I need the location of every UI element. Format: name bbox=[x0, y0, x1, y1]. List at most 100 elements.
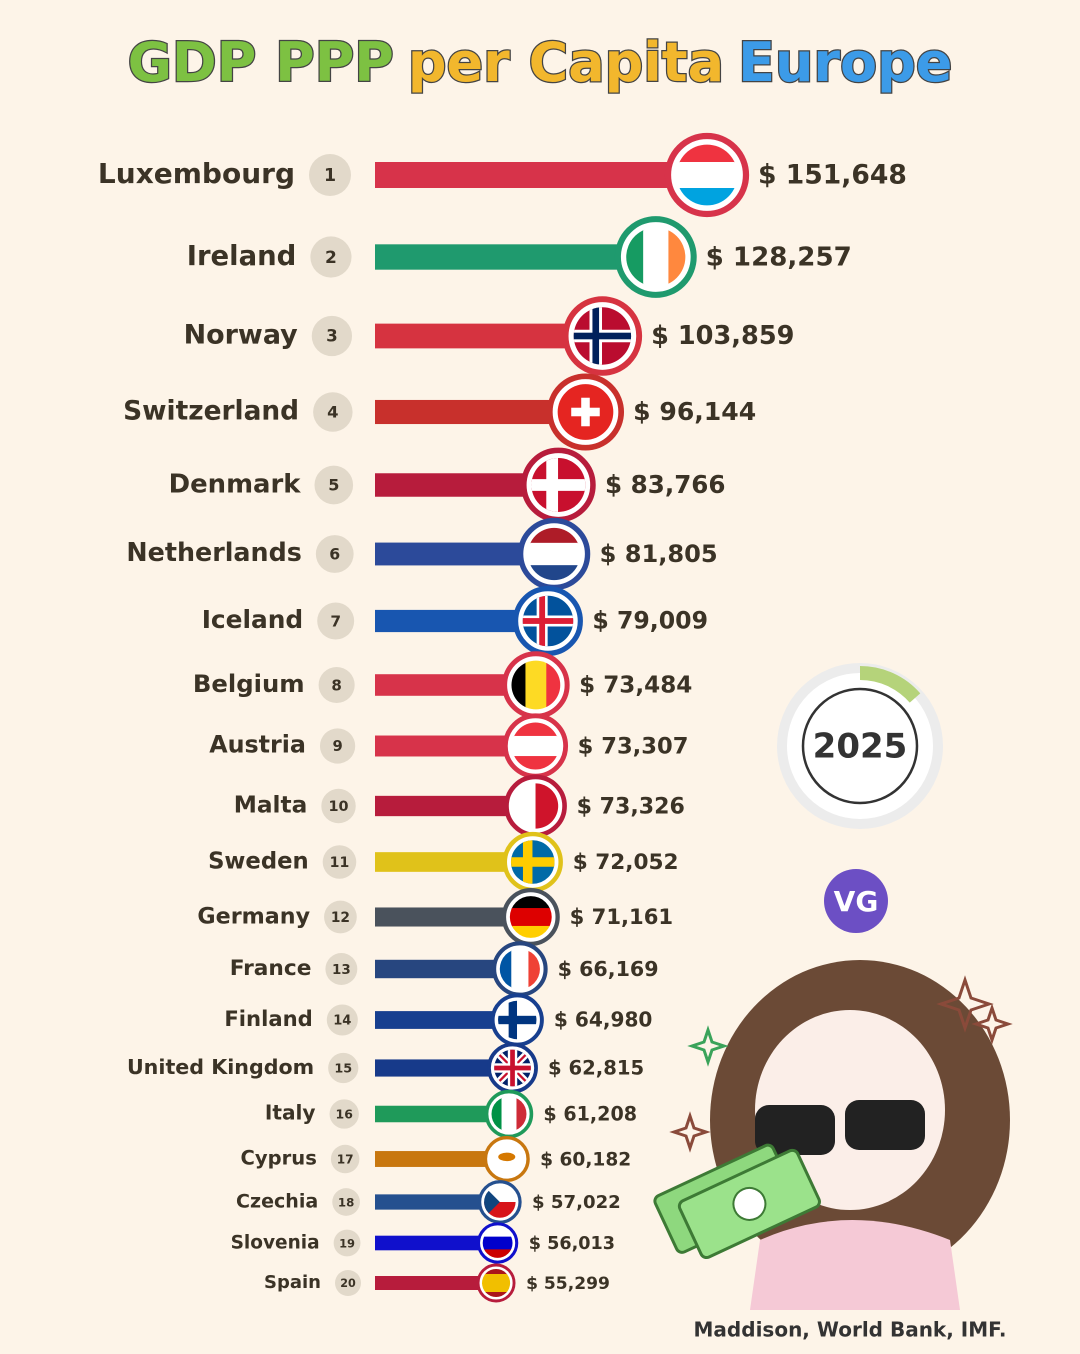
rank-label: 12 bbox=[331, 910, 350, 926]
country-label: Austria bbox=[209, 731, 306, 759]
flag-part bbox=[482, 1292, 511, 1298]
flag-body bbox=[531, 458, 586, 512]
country-label: Ireland bbox=[187, 241, 297, 272]
flag-part bbox=[668, 227, 686, 287]
rank-badge bbox=[328, 1052, 359, 1084]
bar bbox=[375, 907, 531, 927]
title-part: GDP PPP bbox=[128, 31, 394, 94]
illustration bbox=[653, 960, 1013, 1310]
flag-body bbox=[511, 660, 561, 710]
rank-label: 18 bbox=[338, 1196, 354, 1210]
rank-label: 4 bbox=[327, 403, 338, 422]
flag-part bbox=[528, 948, 540, 990]
bar bbox=[375, 1151, 507, 1167]
flag-part bbox=[509, 896, 552, 910]
sparkle bbox=[971, 1003, 1013, 1045]
flag bbox=[490, 993, 544, 1047]
country-label: Cyprus bbox=[241, 1147, 317, 1170]
rank-label: 2 bbox=[325, 248, 337, 268]
value-label: $ 83,766 bbox=[605, 470, 726, 499]
flag-part bbox=[498, 1152, 516, 1162]
value-label: $ 73,484 bbox=[579, 673, 692, 699]
money bbox=[653, 1143, 821, 1260]
rank-badge bbox=[333, 1229, 361, 1257]
country-label: Czechia bbox=[236, 1191, 318, 1213]
flag-part bbox=[676, 162, 738, 189]
rank-label: 6 bbox=[329, 545, 340, 564]
rank-label: 5 bbox=[328, 476, 339, 495]
year: 2025 bbox=[813, 727, 908, 767]
flag-body bbox=[527, 527, 581, 581]
bar bbox=[375, 852, 533, 872]
flag-part bbox=[511, 735, 560, 758]
sparkle bbox=[687, 1025, 729, 1067]
value-label: $ 66,169 bbox=[558, 957, 659, 981]
bar bbox=[375, 1235, 498, 1251]
flag bbox=[476, 1263, 516, 1303]
flag bbox=[502, 651, 570, 719]
rank-badge bbox=[317, 602, 355, 640]
country-label: Italy bbox=[265, 1101, 316, 1125]
flag-part bbox=[494, 1065, 531, 1071]
dress bbox=[750, 1220, 960, 1310]
flag-part bbox=[527, 565, 581, 581]
source: Maddison, World Bank, IMF. bbox=[694, 1318, 1007, 1342]
flag bbox=[546, 373, 625, 451]
flag-body bbox=[482, 1268, 511, 1298]
rank-label: 9 bbox=[332, 738, 342, 755]
rank-badge bbox=[326, 1004, 358, 1036]
rank-label: 3 bbox=[326, 326, 338, 346]
country-label: Germany bbox=[197, 904, 310, 930]
rank-badge bbox=[313, 392, 353, 432]
flag bbox=[501, 888, 560, 946]
rank-label: 17 bbox=[337, 1153, 354, 1167]
rank-label: 16 bbox=[336, 1107, 353, 1122]
flag-part bbox=[573, 332, 632, 340]
value-label: $ 72,052 bbox=[573, 850, 679, 875]
rank-badge bbox=[314, 465, 354, 505]
flag-part bbox=[512, 783, 537, 829]
value-label: $ 64,980 bbox=[554, 1008, 653, 1032]
value-label: $ 151,648 bbox=[758, 160, 907, 191]
flag bbox=[562, 296, 643, 376]
country-label: Malta bbox=[234, 792, 308, 819]
bar bbox=[375, 609, 548, 633]
bar bbox=[375, 1276, 497, 1290]
logo-badge: VG bbox=[824, 869, 888, 933]
flag-part bbox=[511, 722, 560, 737]
flag-part bbox=[676, 188, 738, 206]
country-label: Norway bbox=[184, 320, 299, 351]
flag-body bbox=[512, 783, 559, 829]
flag bbox=[502, 831, 563, 893]
sparkle bbox=[936, 975, 994, 1033]
bar bbox=[375, 959, 520, 979]
bar bbox=[375, 244, 656, 270]
value-label: $ 96,144 bbox=[633, 397, 756, 426]
rank-label: 15 bbox=[334, 1062, 352, 1077]
flag-part bbox=[643, 227, 670, 287]
flag-body bbox=[490, 1142, 524, 1176]
rank-badge bbox=[310, 236, 352, 278]
country-label: France bbox=[230, 956, 312, 981]
rank-badge bbox=[309, 154, 351, 196]
rank-badge bbox=[311, 315, 353, 357]
flag-body bbox=[510, 840, 555, 884]
country-label: Switzerland bbox=[123, 396, 299, 427]
rank-label: 14 bbox=[333, 1014, 351, 1029]
flag bbox=[478, 1180, 522, 1224]
flag-body bbox=[676, 144, 738, 206]
value-label: $ 71,161 bbox=[570, 904, 673, 929]
flag-body bbox=[482, 1228, 513, 1258]
rank-label: 1 bbox=[324, 166, 336, 186]
flag-part bbox=[511, 948, 530, 990]
value-label: $ 79,009 bbox=[592, 607, 708, 635]
rank-badge bbox=[335, 1270, 361, 1296]
flag-part bbox=[626, 227, 645, 287]
country-label: Spain bbox=[264, 1272, 321, 1293]
flag-part bbox=[509, 908, 552, 927]
flag-part bbox=[501, 1096, 518, 1132]
rank-badge bbox=[322, 845, 357, 879]
flag-part bbox=[522, 618, 574, 624]
